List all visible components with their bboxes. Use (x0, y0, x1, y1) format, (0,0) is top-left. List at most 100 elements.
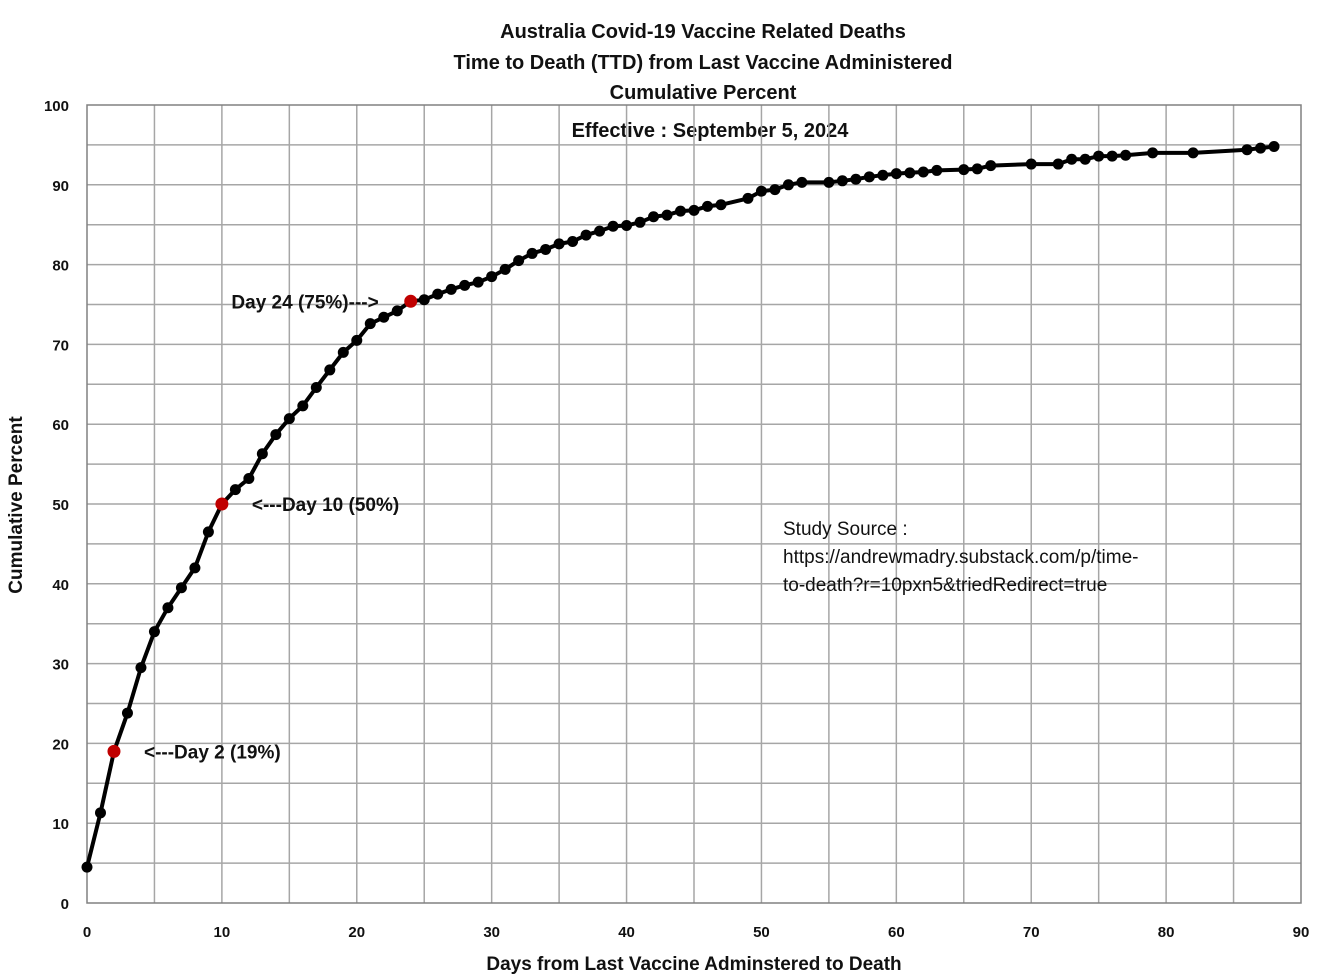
y-tick-label: 50 (52, 497, 69, 514)
highlight-point (107, 744, 121, 758)
data-point (243, 472, 255, 484)
highlight-label: <---Day 10 (50%) (252, 495, 399, 516)
data-point (850, 173, 862, 185)
x-tick-label: 50 (753, 924, 770, 941)
highlight-point (215, 497, 229, 511)
y-tick-label: 10 (52, 816, 69, 833)
data-point (877, 169, 889, 181)
data-point (499, 263, 511, 275)
chart-title-line-2: Time to Death (TTD) from Last Vaccine Ad… (454, 52, 953, 74)
highlight-label: <---Day 2 (19%) (144, 742, 281, 763)
data-point (94, 807, 106, 819)
data-point (1079, 153, 1091, 165)
data-point (202, 526, 214, 538)
data-point (135, 662, 147, 674)
data-point (648, 211, 660, 223)
data-point (675, 205, 687, 217)
data-point (459, 279, 471, 291)
y-tick-label: 30 (52, 657, 69, 674)
x-tick-label: 90 (1293, 924, 1310, 941)
data-point (742, 192, 754, 204)
data-point (189, 562, 201, 574)
data-point (971, 163, 983, 175)
data-point (162, 602, 174, 614)
data-point (782, 179, 794, 191)
data-point (701, 200, 713, 212)
data-point (364, 318, 376, 330)
source-note-line-1: Study Source : (783, 519, 908, 540)
chart-title-line-1: Australia Covid-19 Vaccine Related Death… (500, 21, 906, 43)
data-point (1025, 158, 1037, 170)
source-note-line-3: to-death?r=10pxn5&triedRedirect=true (783, 575, 1107, 596)
y-tick-label: 90 (52, 178, 69, 195)
x-tick-label: 20 (348, 924, 365, 941)
data-point (715, 199, 727, 211)
x-tick-label: 0 (83, 924, 91, 941)
data-point (283, 413, 295, 425)
data-point (513, 255, 525, 267)
data-point (917, 166, 929, 178)
x-tick-label: 70 (1023, 924, 1040, 941)
data-point (148, 626, 160, 638)
data-point (472, 276, 484, 288)
x-tick-label: 10 (214, 924, 231, 941)
y-axis-ticks: 0 10 20 30 40 50 60 70 80 90 100 (44, 98, 69, 913)
chart-title-line-3: Cumulative Percent (610, 82, 797, 104)
data-point (391, 305, 403, 317)
data-point (567, 235, 579, 247)
data-point (1120, 149, 1132, 161)
y-tick-label: 80 (52, 258, 69, 275)
data-point (1106, 150, 1118, 162)
x-tick-label: 60 (888, 924, 905, 941)
data-point (337, 346, 349, 358)
data-point (985, 160, 997, 172)
data-point (229, 484, 241, 496)
data-point (378, 311, 390, 323)
source-note-line-2: https://andrewmadry.substack.com/p/time- (783, 547, 1139, 568)
source-note: Study Source : https://andrewmadry.subst… (783, 519, 1139, 596)
data-point (621, 219, 633, 231)
data-point (1147, 147, 1159, 159)
data-point (418, 294, 430, 306)
data-point (580, 229, 592, 241)
data-point (931, 164, 943, 176)
chart-subtitle: Effective : September 5, 2024 (572, 120, 850, 142)
data-point (1255, 142, 1267, 154)
y-tick-label: 100 (44, 98, 69, 115)
series-markers (81, 140, 1280, 873)
y-tick-label: 70 (52, 337, 69, 354)
data-point (594, 225, 606, 237)
data-point (823, 176, 835, 188)
y-tick-label: 40 (52, 577, 69, 594)
data-point (904, 167, 916, 179)
data-point (890, 168, 902, 180)
chart-grid (87, 105, 1301, 903)
x-tick-label: 40 (618, 924, 635, 941)
data-point (958, 164, 970, 176)
y-axis-label: Cumulative Percent (6, 416, 27, 594)
data-point (607, 220, 619, 232)
data-point (661, 209, 673, 221)
data-point (540, 243, 552, 255)
y-tick-label: 60 (52, 417, 69, 434)
data-point (270, 429, 282, 441)
data-point (445, 283, 457, 295)
x-tick-label: 80 (1158, 924, 1175, 941)
y-tick-label: 0 (61, 896, 69, 913)
highlight-point (404, 294, 418, 308)
data-point (351, 334, 363, 346)
data-point (634, 216, 646, 228)
data-point (297, 400, 309, 412)
data-point (121, 707, 133, 719)
highlight-markers (107, 294, 418, 758)
data-point (836, 175, 848, 187)
data-point (1093, 150, 1105, 162)
data-point (432, 288, 444, 300)
data-point (1268, 140, 1280, 152)
data-point (175, 582, 187, 594)
data-point (755, 185, 767, 197)
data-point (526, 247, 538, 259)
x-axis-label: Days from Last Vaccine Adminstered to De… (486, 954, 901, 975)
data-point (324, 364, 336, 376)
